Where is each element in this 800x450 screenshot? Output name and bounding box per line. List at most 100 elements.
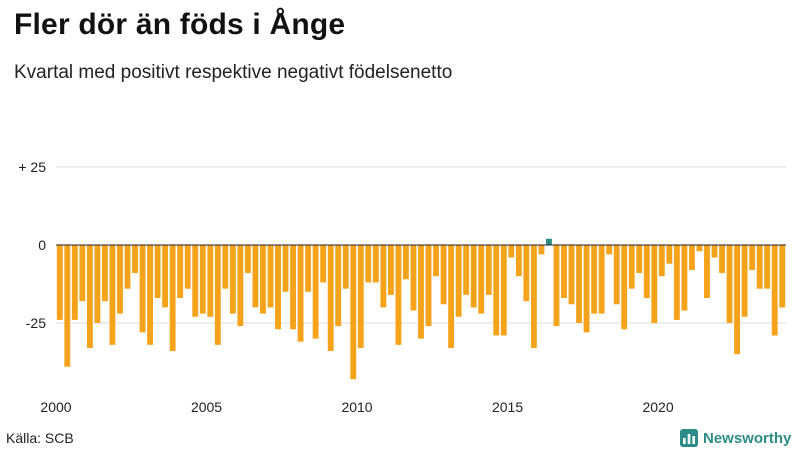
bar-negative	[162, 245, 169, 308]
bar-negative	[207, 245, 214, 317]
bar-negative	[583, 245, 590, 333]
y-tick-label: + 25	[18, 159, 46, 175]
bar-negative	[741, 245, 748, 317]
bar-negative	[154, 245, 161, 299]
bar-negative	[139, 245, 146, 333]
bar-negative	[199, 245, 206, 314]
newsworthy-chart-icon	[680, 429, 698, 447]
bar-positive	[546, 238, 552, 245]
bar-negative	[267, 245, 274, 308]
x-tick-label: 2015	[492, 399, 523, 415]
bar-negative	[704, 245, 710, 299]
bar-negative	[756, 245, 763, 289]
bar-negative	[312, 245, 319, 339]
bar-negative	[643, 245, 650, 299]
bar-negative	[147, 245, 154, 345]
bar-negative	[410, 245, 417, 311]
x-tick-label: 2010	[341, 399, 372, 415]
bar-negative	[117, 245, 123, 314]
bar-negative	[613, 245, 620, 305]
bar-negative	[500, 245, 507, 336]
bar-negative	[350, 245, 357, 380]
bar-negative	[380, 245, 387, 308]
bar-negative	[448, 245, 455, 348]
bar-negative	[771, 245, 778, 336]
bar-negative	[538, 245, 545, 255]
bar-negative	[387, 245, 394, 295]
bar-negative	[749, 245, 756, 270]
bar-negative	[109, 245, 116, 345]
bar-negative	[719, 245, 725, 274]
source-note: Källa: SCB	[6, 430, 74, 446]
bar-negative	[64, 245, 71, 367]
bar-negative	[71, 245, 78, 320]
bar-negative	[395, 245, 402, 345]
bar-negative	[237, 245, 244, 327]
bar-negative	[628, 245, 635, 289]
bar-negative	[651, 245, 658, 323]
bar-negative	[576, 245, 582, 323]
bar-negative	[508, 245, 515, 258]
bar-negative	[275, 245, 281, 330]
bar-negative	[357, 245, 364, 348]
bar-negative	[305, 245, 312, 292]
bar-negative	[132, 245, 138, 274]
bar-negative	[523, 245, 530, 302]
brand-logo[interactable]: Newsworthy	[680, 427, 791, 449]
bar-negative	[606, 245, 613, 255]
chart-subtitle: Kvartal med positivt respektive negativt…	[14, 62, 453, 83]
bar-negative	[372, 245, 379, 283]
bar-negative	[365, 245, 372, 283]
bar-negative	[553, 245, 560, 327]
bar-negative	[282, 245, 289, 292]
x-tick-label: 2000	[40, 399, 71, 415]
bar-negative	[56, 245, 63, 320]
bar-negative	[734, 245, 741, 355]
bar-negative	[290, 245, 296, 330]
bar-layer	[56, 238, 786, 380]
bar-negative	[433, 245, 439, 277]
bar-negative	[244, 245, 251, 274]
x-tick-label: 2020	[642, 399, 673, 415]
bar-negative	[403, 245, 409, 280]
axis-layer: + 25 0 -25 2000 2005 2010 2015 2020	[18, 159, 786, 415]
x-tick-label: 2005	[191, 399, 222, 415]
bar-negative	[666, 245, 673, 264]
bar-negative	[327, 245, 334, 352]
bar-negative	[440, 245, 447, 305]
bar-negative	[530, 245, 537, 348]
bar-negative	[779, 245, 786, 308]
bar-negative	[222, 245, 229, 289]
bar-negative	[214, 245, 221, 345]
bar-negative	[169, 245, 176, 352]
bar-negative	[515, 245, 522, 277]
bar-negative	[561, 245, 567, 299]
bar-negative	[320, 245, 327, 283]
y-tick-label: 0	[38, 237, 46, 253]
bar-negative	[681, 245, 688, 311]
bar-negative	[455, 245, 462, 317]
bar-negative	[229, 245, 236, 314]
chart-title: Fler dör än föds i Ånge	[14, 8, 346, 41]
bar-negative	[252, 245, 259, 308]
bar-negative	[342, 245, 349, 289]
bar-negative	[636, 245, 643, 274]
bar-negative	[688, 245, 695, 270]
bar-negative	[591, 245, 598, 314]
bar-negative	[478, 245, 485, 314]
bar-negative	[297, 245, 304, 342]
bar-negative	[335, 245, 342, 327]
bar-negative	[260, 245, 266, 314]
bar-negative	[621, 245, 628, 330]
bar-negative	[493, 245, 500, 336]
bar-negative	[726, 245, 733, 323]
bar-negative	[764, 245, 771, 289]
bar-negative	[673, 245, 680, 320]
bar-negative	[177, 245, 184, 299]
bar-negative	[79, 245, 86, 302]
y-tick-label: -25	[26, 315, 46, 331]
bar-negative	[192, 245, 199, 317]
bar-negative	[86, 245, 93, 348]
bar-negative	[658, 245, 665, 277]
